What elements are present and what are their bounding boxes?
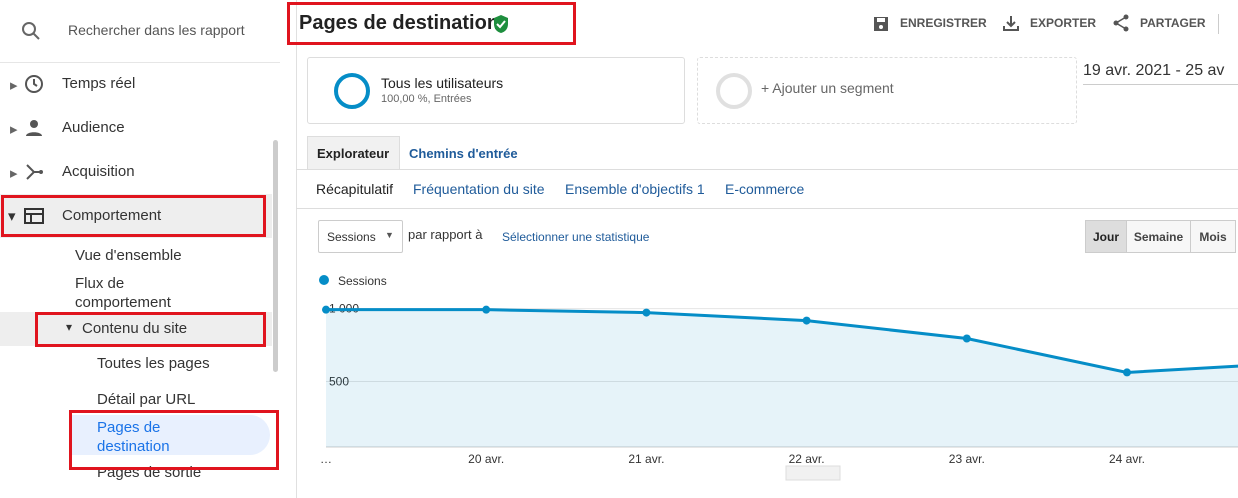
highlight xyxy=(35,312,266,347)
save-icon xyxy=(874,17,888,31)
nav-item[interactable]: Flux de comportement xyxy=(75,275,171,311)
scrollbar xyxy=(273,140,278,372)
x-tick-label: 20 avr. xyxy=(468,452,504,466)
date-range[interactable]: 19 avr. 2021 - 25 av xyxy=(1083,62,1238,85)
period-button[interactable]: Semaine xyxy=(1126,220,1191,253)
divider xyxy=(0,62,280,63)
segment-card[interactable] xyxy=(307,57,685,124)
nav-item[interactable]: Temps réel xyxy=(62,75,136,92)
search-icon xyxy=(22,22,40,40)
point xyxy=(1123,368,1131,377)
subtab[interactable]: E-commerce xyxy=(725,181,805,197)
nav-item[interactable]: Audience xyxy=(62,119,125,136)
point xyxy=(482,305,491,314)
period-button[interactable]: Jour xyxy=(1085,220,1127,253)
caret: ▸ xyxy=(10,77,18,94)
subtab[interactable]: Ensemble d'objectifs 1 xyxy=(565,181,705,197)
x-tick-label: 21 avr. xyxy=(628,452,664,466)
nav-item[interactable]: Détail par URL xyxy=(97,391,196,408)
selected-bg xyxy=(0,312,272,346)
active-bg xyxy=(72,415,270,455)
scroll-handle xyxy=(785,465,841,481)
tab[interactable]: Chemins d'entrée xyxy=(409,146,518,161)
x-tick-label: … xyxy=(320,452,332,466)
caret: ▸ xyxy=(10,121,18,138)
nav-item[interactable]: Pages de destination xyxy=(97,419,170,455)
divider xyxy=(1218,14,1219,34)
y-tick-label: 500 xyxy=(329,374,349,388)
tab[interactable]: Explorateur xyxy=(317,146,390,161)
nav-item[interactable]: Vue d'ensemble xyxy=(75,247,182,264)
metric-select-label: Sessions xyxy=(327,230,376,244)
export-icon xyxy=(1003,16,1019,31)
caret: ▾ xyxy=(8,208,16,225)
segment-name: Tous les utilisateurs xyxy=(381,75,504,91)
point xyxy=(962,334,971,343)
select-metric[interactable]: Sélectionner une statistique xyxy=(502,230,650,244)
caret: ▸ xyxy=(10,165,18,182)
point xyxy=(642,308,651,317)
add-segment-card[interactable] xyxy=(697,57,1077,124)
metric-select[interactable] xyxy=(318,220,403,253)
plot-bg xyxy=(326,297,1238,447)
x-tick-label: 23 avr. xyxy=(949,452,985,466)
selected-bg xyxy=(0,194,272,238)
share-icon xyxy=(1113,14,1129,32)
divider xyxy=(296,208,1238,209)
icon xyxy=(26,164,43,180)
nav-item[interactable]: Acquisition xyxy=(62,163,135,180)
legend-label: Sessions xyxy=(338,274,387,288)
nav-item[interactable]: Comportement xyxy=(62,207,162,224)
segment-ring xyxy=(334,73,370,109)
action-button[interactable]: ENREGISTRER xyxy=(900,16,987,30)
action-button[interactable]: PARTAGER xyxy=(1140,16,1206,30)
verified-icon xyxy=(494,15,508,33)
highlight xyxy=(69,410,279,470)
action-button[interactable]: EXPORTER xyxy=(1030,16,1097,30)
subtab[interactable]: Fréquentation du site xyxy=(413,181,545,197)
icon xyxy=(24,208,44,224)
point xyxy=(322,305,330,314)
x-tick-label: 22 avr. xyxy=(789,452,825,466)
icon xyxy=(25,75,43,93)
point xyxy=(802,316,811,325)
compare-label: par rapport à xyxy=(408,227,483,242)
subtab[interactable]: Récapitulatif xyxy=(316,181,394,197)
period-button[interactable]: Mois xyxy=(1190,220,1236,253)
nav-item[interactable]: Toutes les pages xyxy=(97,355,210,372)
icon xyxy=(26,120,42,136)
area xyxy=(326,309,1238,447)
caret: ▾ xyxy=(66,320,73,334)
caret: ▼ xyxy=(385,230,394,240)
divider xyxy=(296,169,1238,170)
segment-ring xyxy=(716,73,752,109)
highlight xyxy=(1,195,266,237)
segment-detail: 100,00 %, Entrées xyxy=(381,93,472,105)
page-title: Pages de destination xyxy=(299,12,500,34)
legend-marker xyxy=(319,275,329,285)
x-tick-label: 24 avr. xyxy=(1109,452,1145,466)
highlight xyxy=(287,2,576,45)
add-segment[interactable]: + Ajouter un segment xyxy=(761,80,894,96)
search-input[interactable]: Rechercher dans les rapport xyxy=(68,22,245,38)
nav-item[interactable]: Contenu du site xyxy=(82,320,188,337)
tab-bg xyxy=(307,136,400,170)
